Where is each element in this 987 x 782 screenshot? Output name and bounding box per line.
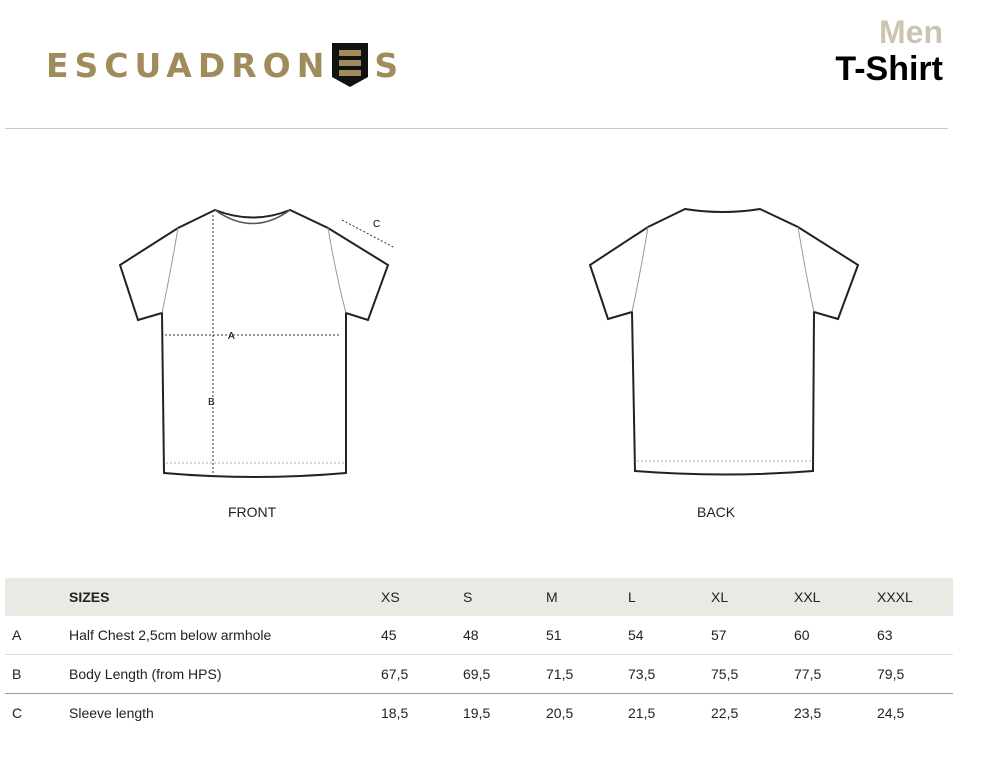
product-title: T-Shirt <box>835 50 943 88</box>
header-size: XXXL <box>877 589 913 605</box>
size-value: 57 <box>711 627 727 643</box>
logo-text-end: S <box>374 45 405 85</box>
size-value: 51 <box>546 627 562 643</box>
size-value: 73,5 <box>628 666 656 682</box>
row-letter: B <box>12 666 22 682</box>
marker-c: C <box>373 219 380 230</box>
table-header-row: SIZES XS S M L XL XXL XXXL <box>5 578 953 616</box>
size-value: 24,5 <box>877 705 905 721</box>
header-size: XXL <box>794 589 821 605</box>
size-value: 23,5 <box>794 705 822 721</box>
table-row: A Half Chest 2,5cm below armhole 45 48 51 54 5… <box>5 616 953 655</box>
size-value: 45 <box>381 627 397 643</box>
size-value: 54 <box>628 627 644 643</box>
size-value: 67,5 <box>381 666 409 682</box>
size-value: 60 <box>794 627 810 643</box>
size-value: 71,5 <box>546 666 574 682</box>
table-row: B Body Length (from HPS) 67,5 69,5 71,5 73,5 7… <box>5 655 953 694</box>
row-letter: A <box>12 627 22 643</box>
front-label: FRONT <box>228 504 277 520</box>
shield-icon <box>332 43 369 87</box>
header-size: XL <box>711 589 729 605</box>
front-shirt-diagram: A B C <box>118 208 396 478</box>
row-label: Half Chest 2,5cm below armhole <box>69 627 272 643</box>
back-label: BACK <box>697 504 736 520</box>
back-shirt-diagram <box>588 207 860 476</box>
size-value: 77,5 <box>794 666 822 682</box>
header-size: L <box>628 589 636 605</box>
row-letter: C <box>12 705 23 721</box>
row-label: Body Length (from HPS) <box>69 666 222 682</box>
header-size: XS <box>381 589 400 605</box>
header-letter <box>5 578 69 616</box>
size-value: 18,5 <box>381 705 409 721</box>
size-value: 22,5 <box>711 705 739 721</box>
header-sizes: SIZES <box>69 589 110 605</box>
row-label: Sleeve length <box>69 705 154 721</box>
brand-logo: ESCUADRON S <box>46 40 404 90</box>
size-value: 20,5 <box>546 705 574 721</box>
marker-b: B <box>208 397 215 408</box>
category-title: Men <box>879 14 943 50</box>
size-value: 19,5 <box>463 705 491 721</box>
size-value: 75,5 <box>711 666 739 682</box>
table-row: C Sleeve length 18,5 19,5 20,5 21,5 22,5 23,5 24… <box>5 694 953 733</box>
marker-a: A <box>228 331 235 342</box>
size-value: 69,5 <box>463 666 491 682</box>
size-value: 48 <box>463 627 479 643</box>
size-value: 21,5 <box>628 705 656 721</box>
size-value: 79,5 <box>877 666 905 682</box>
size-table: SIZES XS S M L XL XXL XXXL A Half Chest 2… <box>5 578 953 732</box>
logo-text: ESCUADRON <box>46 45 331 85</box>
size-value: 63 <box>877 627 893 643</box>
header-size: M <box>546 589 558 605</box>
header-divider <box>5 128 948 129</box>
header-size: S <box>463 589 473 605</box>
